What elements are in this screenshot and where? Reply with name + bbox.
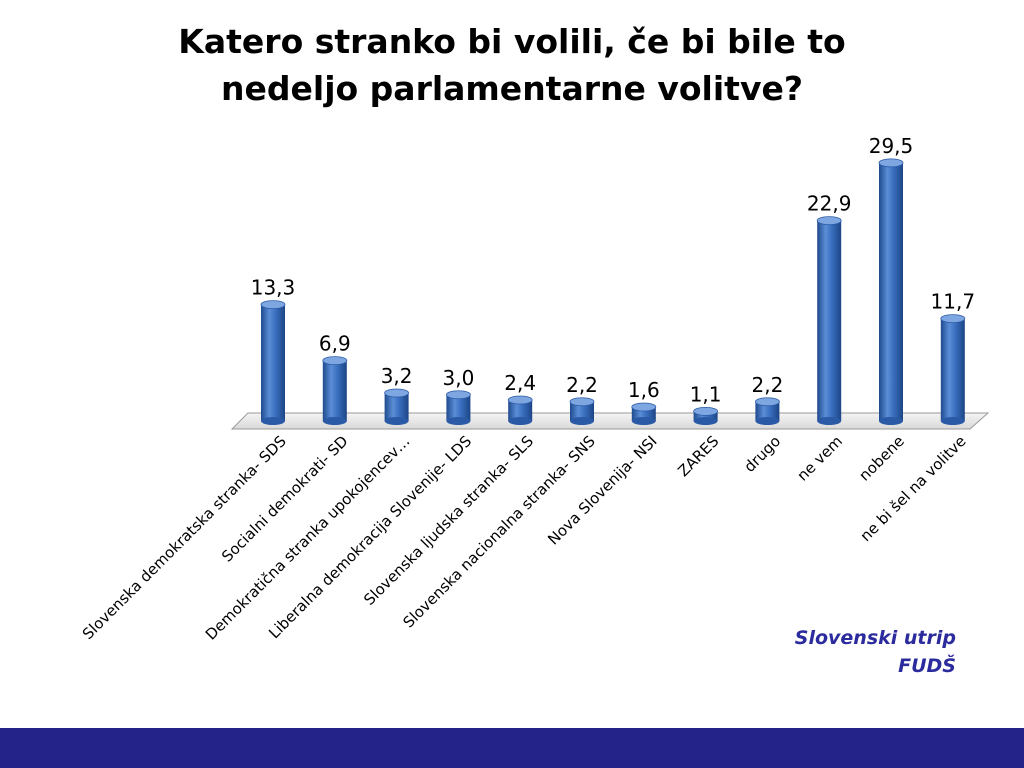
bar-body: [508, 400, 533, 421]
bar-cap: [693, 406, 718, 416]
bar-base: [570, 417, 594, 425]
value-label: 22,9: [807, 192, 852, 216]
bar-cap: [260, 300, 286, 310]
value-labels-group: 13,3 6,9 3,2 3,0 2,4 2,2 1,6 1,1 2,2 22,9 29,5 11,7: [251, 134, 975, 407]
bar-base: [879, 417, 903, 425]
bar-cap: [878, 158, 904, 168]
bar-cap: [755, 397, 780, 407]
category-label: nobene: [855, 432, 907, 484]
bar-base: [940, 417, 965, 425]
bar-body: [384, 393, 409, 421]
value-label: 1,1: [690, 382, 722, 406]
bar-body: [322, 360, 347, 421]
bar-body: [693, 411, 718, 421]
bar-body: [570, 401, 594, 421]
bar-1: [260, 300, 286, 425]
bar-base: [446, 417, 471, 425]
bar-base: [631, 417, 656, 425]
bar-4: [445, 390, 471, 425]
bar-6: [569, 397, 595, 425]
category-label: ZARES: [674, 432, 722, 480]
bar-base: [261, 417, 285, 425]
category-label: Nova Slovenija- NSI: [544, 432, 660, 548]
bar-base: [755, 417, 780, 425]
bar-10: [816, 216, 842, 425]
bar-body: [755, 401, 780, 421]
bar-cap: [940, 314, 966, 324]
footer-bar: [0, 728, 1024, 768]
bar-cap: [816, 216, 842, 226]
bar-body: [879, 162, 903, 421]
value-label: 11,7: [931, 290, 976, 314]
title-line-2: nedeljo parlamentarne volitve?: [221, 69, 803, 108]
value-label: 1,6: [628, 378, 660, 402]
bar-7: [631, 402, 657, 425]
chart-floor: [230, 412, 990, 430]
value-label: 2,4: [504, 371, 536, 395]
bar-cap: [322, 356, 348, 366]
bar-12: [940, 314, 966, 425]
bar-body: [817, 220, 842, 421]
bar-3: [384, 388, 410, 425]
source-note: Slovenski utrip FUDŠ: [795, 624, 956, 680]
source-line-1: Slovenski utrip: [794, 627, 956, 649]
value-label: 29,5: [869, 134, 914, 158]
source-line-2: FUDŠ: [898, 655, 956, 677]
category-label: ne bi šel na volitve: [857, 432, 970, 545]
title-line-1: Katero stranko bi volili, če bi bile to: [178, 22, 846, 61]
bar-2: [322, 356, 348, 425]
bar-base: [817, 417, 842, 425]
slide-title: Katero stranko bi volili, če bi bile to …: [0, 18, 1024, 112]
bar-base: [693, 417, 718, 425]
value-label: 13,3: [251, 276, 296, 300]
category-labels-group: Slovenska demokratska stranka- SDSSocial…: [79, 432, 970, 644]
bar-cap: [384, 388, 410, 398]
value-label: 2,2: [566, 373, 598, 397]
bar-cap: [445, 390, 471, 400]
category-label: ne vem: [794, 432, 846, 484]
bar-body: [940, 318, 965, 421]
category-label: drugo: [740, 432, 784, 476]
bar-5: [507, 395, 533, 425]
bar-cap: [569, 397, 595, 407]
bar-cap: [507, 395, 533, 405]
bars-group: [260, 158, 966, 425]
bar-base: [384, 417, 409, 425]
bar-8: [693, 406, 718, 425]
value-label: 3,2: [381, 364, 413, 388]
bar-chart: 13,3 6,9 3,2 3,0 2,4 2,2 1,6 1,1 2,2 22,9 29,5 11,7…: [79, 134, 990, 644]
category-label: Socialni demokrati- SD: [218, 432, 352, 566]
bar-body: [261, 304, 285, 421]
bar-9: [755, 397, 780, 425]
value-label: 6,9: [319, 332, 351, 356]
value-label: 3,0: [442, 366, 474, 390]
bar-11: [878, 158, 904, 425]
bar-cap: [631, 402, 657, 412]
bar-base: [508, 417, 533, 425]
bar-base: [322, 417, 347, 425]
value-label: 2,2: [751, 373, 783, 397]
